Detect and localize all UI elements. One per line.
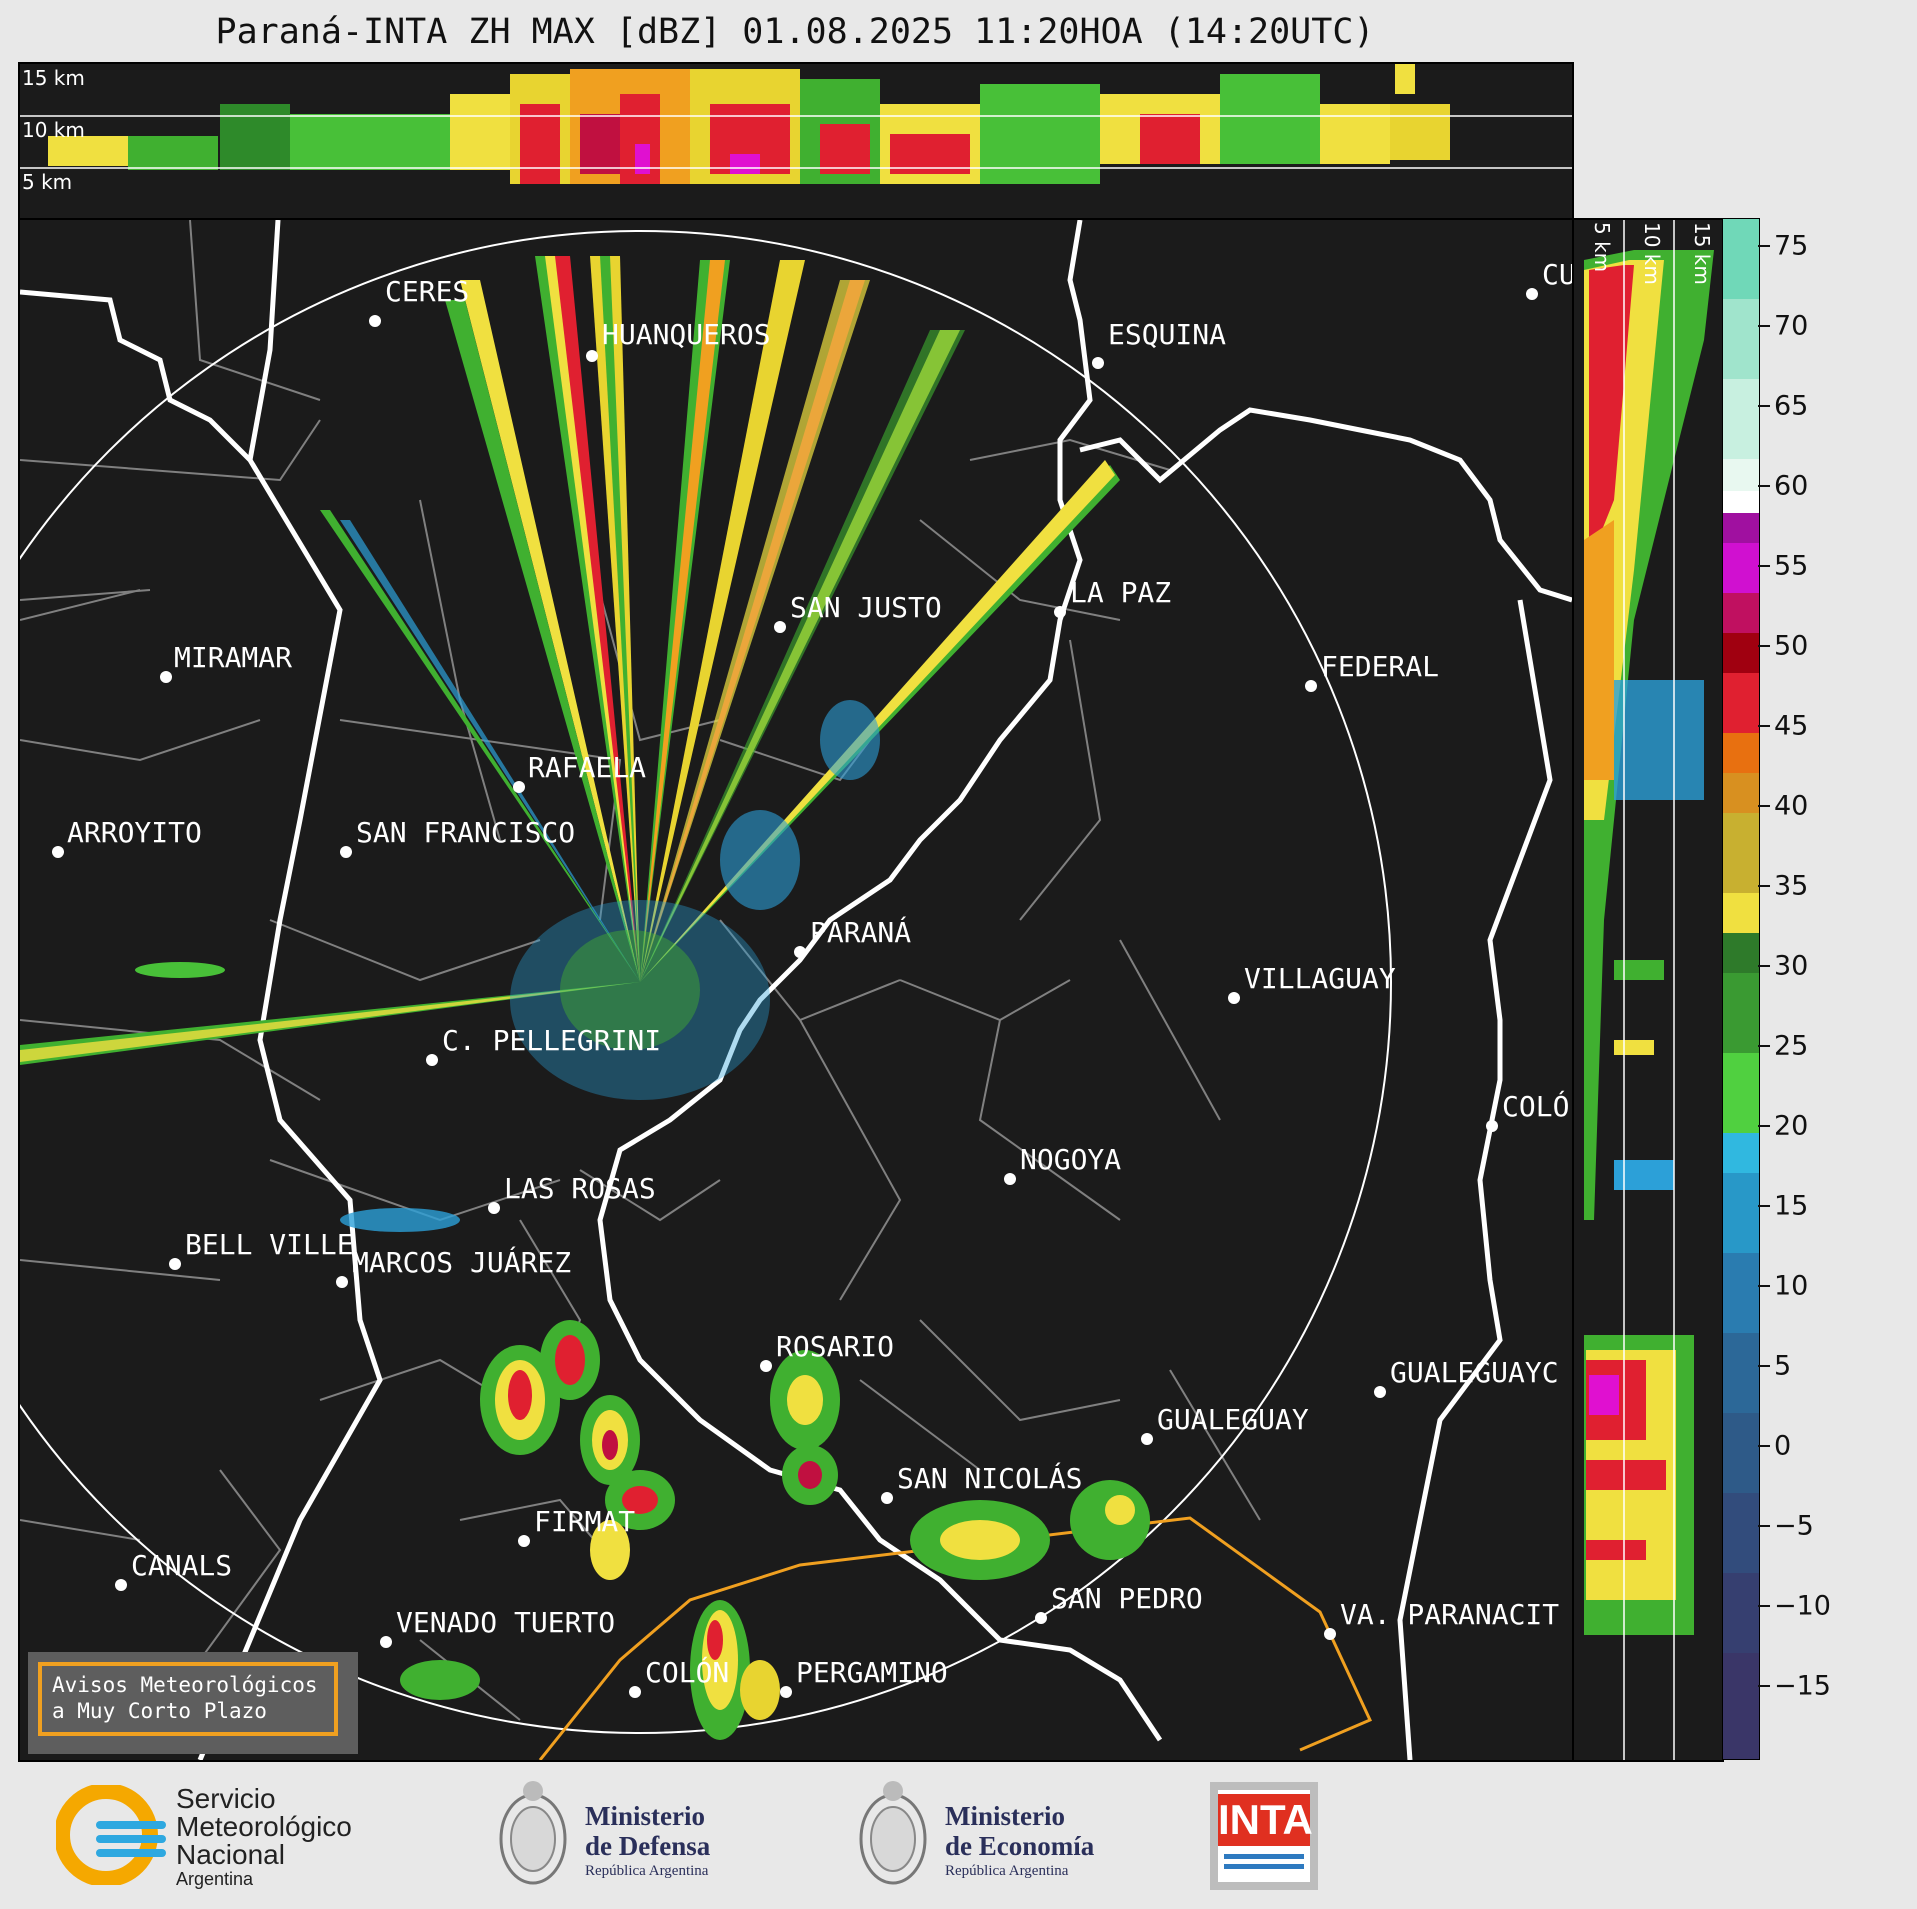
right-profile-echoes (1584, 250, 1714, 1635)
radar-clutter (510, 700, 880, 1100)
top-height-profile: 15 km 10 km 5 km (18, 62, 1574, 220)
colorbar-label: 20 (1774, 1110, 1809, 1142)
colorbar-label: 35 (1774, 870, 1809, 902)
top-profile-graphic (20, 64, 1572, 184)
city-label: PARANÁ (810, 915, 911, 949)
city-label: FIRMAT (534, 1505, 635, 1538)
city-label: ESQUINA (1108, 318, 1226, 351)
smn-line-4: Argentina (176, 1869, 254, 1889)
city-label: VILLAGUAY (1244, 962, 1396, 995)
economia-logo[interactable]: Ministerio de Economía República Argenti… (855, 1775, 1135, 1895)
smn-logo[interactable]: Servicio Meteorológico Nacional Argentin… (56, 1785, 396, 1895)
city-label: COLÓN (645, 1655, 729, 1689)
national-seal-icon (499, 1781, 567, 1885)
defensa-logo[interactable]: Ministerio de Defensa República Argentin… (495, 1775, 755, 1895)
right-height-profile: 5 km 10 km 15 km (1572, 218, 1724, 1762)
footer-logos: Servicio Meteorológico Nacional Argentin… (0, 1760, 1917, 1909)
top-alt-label-15: 15 km (22, 66, 85, 90)
defensa-line-1: Ministerio (585, 1801, 705, 1831)
city-label: NOGOYA (1020, 1143, 1121, 1176)
economia-line-2: de Economía (945, 1831, 1095, 1861)
city-label: SAN PEDRO (1051, 1582, 1203, 1615)
city-label: RAFAELA (528, 751, 646, 784)
inta-logo-box: INTA (1218, 1790, 1313, 1882)
city-dots (52, 288, 1538, 1698)
range-ring-240km (20, 230, 1392, 1734)
smn-emblem-icon (56, 1785, 166, 1885)
map-title: Paraná-INTA ZH MAX [dBZ] 01.08.2025 11:2… (215, 12, 1375, 52)
storm-cells (135, 962, 1150, 1740)
colorbar-label: −10 (1774, 1590, 1831, 1622)
inta-logo[interactable]: INTA (1210, 1782, 1318, 1890)
economia-line-3: República Argentina (945, 1863, 1069, 1879)
city-label: COLÓ (1502, 1089, 1569, 1123)
national-seal-icon (859, 1781, 927, 1885)
top-alt-label-10: 10 km (22, 118, 85, 142)
smn-line-1: Servicio (176, 1783, 276, 1814)
colorbar-label: 70 (1774, 310, 1809, 342)
right-alt-label-15: 15 km (1690, 222, 1714, 285)
city-label: MIRAMAR (174, 641, 292, 674)
city-label: HUANQUEROS (602, 318, 771, 351)
notice-line-1: Avisos Meteorológicos (52, 1673, 318, 1697)
defensa-line-2: de Defensa (585, 1831, 711, 1861)
defensa-line-3: República Argentina (585, 1863, 709, 1879)
city-label: SAN JUSTO (790, 591, 942, 624)
colorbar-graphic (1723, 219, 1759, 1759)
city-label: PERGAMINO (796, 1656, 948, 1689)
colorbar-label: −5 (1774, 1510, 1814, 1542)
inta-logo-text: INTA (1218, 1794, 1313, 1846)
notice-frame: Avisos Meteorológicos a Muy Corto Plazo (38, 1662, 338, 1736)
colorbar-label: −15 (1774, 1670, 1831, 1702)
smn-line-3: Nacional (176, 1839, 285, 1870)
city-label: VENADO TUERTO (396, 1606, 615, 1639)
right-alt-label-10: 10 km (1640, 222, 1664, 285)
department-borders (20, 220, 1261, 1721)
colorbar-label: 45 (1774, 710, 1809, 742)
city-label: LAS ROSAS (504, 1172, 656, 1205)
colorbar-label: 30 (1774, 950, 1809, 982)
colorbar-label: 15 (1774, 1190, 1809, 1222)
city-label: LA PAZ (1070, 576, 1171, 609)
radar-map-graphic (20, 220, 1572, 1760)
city-label: CANALS (131, 1549, 232, 1582)
city-label: GUALEGUAY (1157, 1403, 1309, 1436)
city-layer: CERES HUANQUEROS ESQUINA CU SAN JUSTO LA… (52, 258, 1572, 1698)
colorbar-label: 65 (1774, 390, 1809, 422)
colorbar-label: 5 (1774, 1350, 1792, 1382)
city-label: SAN FRANCISCO (356, 816, 575, 849)
city-label: SAN NICOLÁS (897, 1461, 1082, 1495)
city-label: MARCOS JUÁREZ (352, 1245, 571, 1279)
smn-line-2: Meteorológico (176, 1811, 352, 1842)
notice-line-2: a Muy Corto Plazo (52, 1699, 267, 1723)
city-label: BELL VILLE (185, 1228, 354, 1261)
colorbar-label: 55 (1774, 550, 1809, 582)
right-profile-graphic (1584, 220, 1714, 1760)
city-label: FEDERAL (1321, 650, 1439, 683)
dbz-colorbar (1722, 218, 1760, 1760)
notice-box[interactable]: Avisos Meteorológicos a Muy Corto Plazo (28, 1652, 358, 1754)
right-alt-label-5: 5 km (1590, 222, 1614, 273)
colorbar-label: 0 (1774, 1430, 1792, 1462)
city-label: ROSARIO (776, 1330, 894, 1363)
colorbar-label: 75 (1774, 230, 1809, 262)
top-profile-echoes (48, 64, 1450, 184)
city-label: CERES (385, 275, 469, 308)
economia-line-1: Ministerio (945, 1801, 1065, 1831)
colorbar-label: 10 (1774, 1270, 1809, 1302)
city-label: CU (1542, 258, 1572, 291)
radar-map[interactable]: CERES HUANQUEROS ESQUINA CU SAN JUSTO LA… (18, 218, 1574, 1762)
colorbar-label: 60 (1774, 470, 1809, 502)
city-label: GUALEGUAYC (1390, 1356, 1559, 1389)
colorbar-label: 50 (1774, 630, 1809, 662)
city-labels: CERES HUANQUEROS ESQUINA CU SAN JUSTO LA… (67, 258, 1572, 1689)
colorbar-label: 25 (1774, 1030, 1809, 1062)
city-label: ARROYITO (67, 816, 202, 849)
colorbar-label: 40 (1774, 790, 1809, 822)
city-label: VA. PARANACIT (1340, 1598, 1559, 1631)
top-alt-label-5: 5 km (22, 170, 73, 194)
city-label: C. PELLEGRINI (442, 1024, 661, 1057)
